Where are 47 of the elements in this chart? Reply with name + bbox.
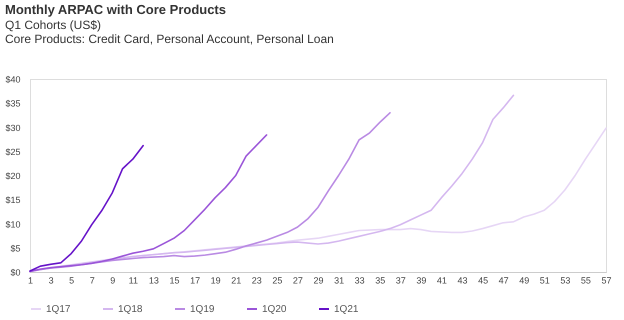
y-tick-label: $40 bbox=[5, 74, 20, 84]
line-series bbox=[29, 144, 144, 272]
y-tick-label: $0 bbox=[10, 268, 20, 278]
x-tick-label: 35 bbox=[375, 276, 386, 286]
x-tick-label: 21 bbox=[231, 276, 242, 286]
chart-title: Monthly ARPAC with Core Products bbox=[4, 2, 226, 17]
x-tick-label: 31 bbox=[334, 276, 344, 286]
y-tick-label: $10 bbox=[5, 219, 20, 230]
x-tick-label: 29 bbox=[313, 276, 324, 286]
x-tick-label: 53 bbox=[560, 276, 570, 286]
x-tick-label: 57 bbox=[601, 276, 612, 286]
x-tick-label: 33 bbox=[354, 276, 365, 286]
x-tick-label: 39 bbox=[416, 276, 426, 286]
x-tick-label: 23 bbox=[252, 276, 262, 286]
x-tick-label: 3 bbox=[48, 276, 54, 286]
x-tick-label: 1 bbox=[28, 276, 34, 286]
legend-label: 1Q20 bbox=[262, 304, 287, 315]
x-tick-label: 13 bbox=[148, 276, 159, 286]
x-tick-label: 43 bbox=[457, 276, 468, 286]
x-tick-label: 17 bbox=[190, 276, 200, 286]
x-tick-label: 25 bbox=[272, 276, 282, 286]
x-tick-label: 7 bbox=[90, 276, 95, 286]
legend-label: 1Q19 bbox=[190, 304, 215, 315]
y-tick-label: $20 bbox=[5, 171, 20, 181]
legend-label: 1Q17 bbox=[46, 304, 71, 315]
x-tick-label: 49 bbox=[519, 276, 530, 286]
x-tick-label: 27 bbox=[292, 276, 303, 286]
x-tick-label: 11 bbox=[128, 276, 138, 286]
x-tick-label: 45 bbox=[478, 276, 488, 286]
y-tick-label: $30 bbox=[5, 122, 20, 133]
x-tick-label: 55 bbox=[580, 276, 591, 286]
y-tick-label: $5 bbox=[10, 243, 20, 254]
line-series bbox=[29, 134, 268, 272]
x-tick-label: 51 bbox=[540, 276, 550, 286]
legend-label: 1Q18 bbox=[118, 304, 143, 315]
x-tick-label: 41 bbox=[436, 276, 447, 286]
chart-subtitle: Q1 Cohorts (US$) Core Products: Credit Card, Personal Account, Personal Loan bbox=[4, 18, 334, 46]
x-tick-label: 37 bbox=[396, 276, 406, 286]
x-tick-label: 19 bbox=[210, 276, 221, 286]
y-tick-label: $35 bbox=[5, 98, 20, 109]
x-tick-label: 15 bbox=[169, 276, 180, 286]
x-tick-label: 5 bbox=[69, 276, 74, 286]
x-tick-label: 47 bbox=[498, 276, 509, 286]
y-tick-label: $15 bbox=[5, 195, 20, 206]
y-tick-label: $25 bbox=[5, 146, 20, 157]
x-tick-label: 9 bbox=[110, 276, 116, 286]
legend-label: 1Q21 bbox=[334, 304, 359, 315]
